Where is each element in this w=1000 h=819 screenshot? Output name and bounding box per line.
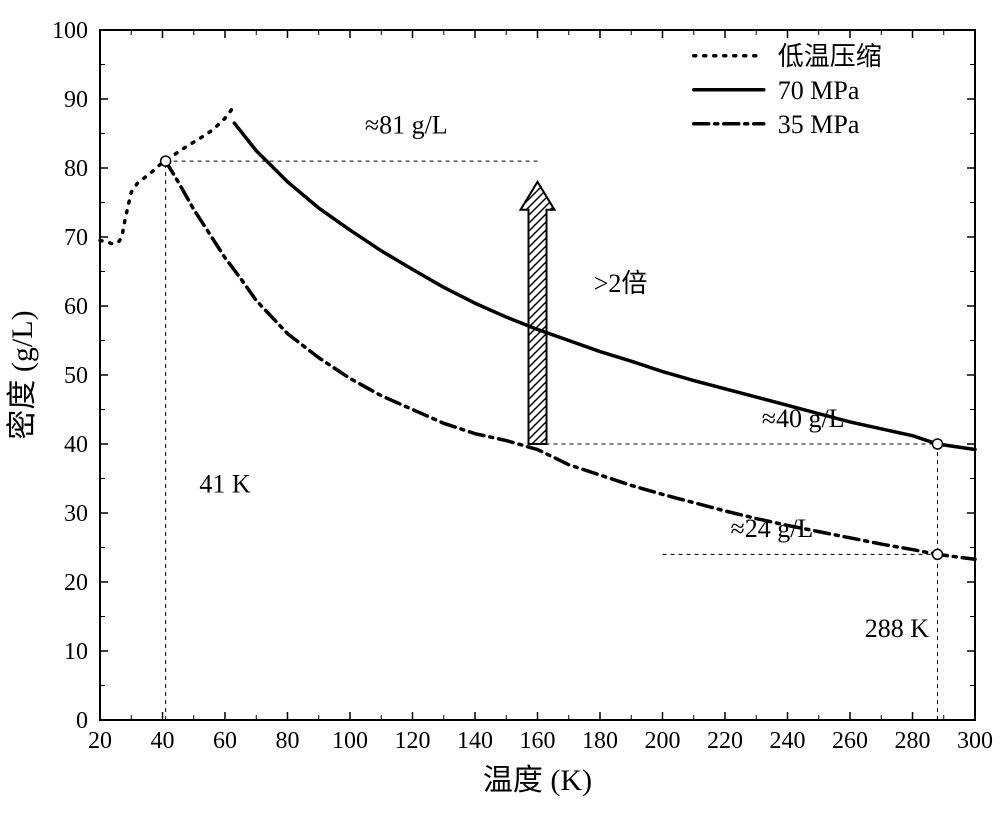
x-tick-label: 160 <box>520 728 556 754</box>
y-tick-label: 90 <box>64 87 88 113</box>
data-point-marker <box>933 549 943 559</box>
x-tick-label: 180 <box>582 728 618 754</box>
series-cryocomp <box>100 106 234 244</box>
y-tick-label: 40 <box>64 432 88 458</box>
y-tick-label: 30 <box>64 501 88 527</box>
y-axis-title: 密度 (g/L) <box>6 310 39 439</box>
y-tick-label: 10 <box>64 639 88 665</box>
comparison-arrow <box>521 182 555 444</box>
x-tick-label: 240 <box>770 728 806 754</box>
x-tick-label: 80 <box>276 728 300 754</box>
legend-label: 35 MPa <box>778 110 860 139</box>
y-tick-label: 80 <box>64 156 88 182</box>
x-tick-label: 200 <box>645 728 681 754</box>
x-tick-label: 260 <box>832 728 868 754</box>
annotation-text: ≈24 g/L <box>730 514 813 543</box>
y-tick-label: 0 <box>76 708 88 734</box>
legend-label: 70 MPa <box>778 76 860 105</box>
x-tick-label: 280 <box>895 728 931 754</box>
annotation-text: 288 K <box>865 614 930 643</box>
y-tick-label: 60 <box>64 294 88 320</box>
x-tick-label: 100 <box>332 728 368 754</box>
data-point-marker <box>933 439 943 449</box>
chart-container: 2040608010012014016018020022024026028030… <box>0 0 1000 819</box>
annotation-text: 41 K <box>199 469 251 498</box>
x-tick-label: 20 <box>88 728 112 754</box>
density-vs-temperature-chart: 2040608010012014016018020022024026028030… <box>0 0 1000 819</box>
x-tick-label: 120 <box>395 728 431 754</box>
legend-label: 低温压缩 <box>778 42 882 71</box>
series-mpa35 <box>166 161 975 559</box>
x-tick-label: 140 <box>457 728 493 754</box>
annotation-text: ≈81 g/L <box>365 111 448 140</box>
annotation-text: ≈40 g/L <box>762 404 845 433</box>
data-point-marker <box>161 156 171 166</box>
annotation-text: >2倍 <box>594 269 648 298</box>
x-tick-label: 60 <box>213 728 237 754</box>
y-tick-label: 50 <box>64 363 88 389</box>
y-tick-label: 20 <box>64 570 88 596</box>
y-tick-label: 70 <box>64 225 88 251</box>
x-axis-title: 温度 (K) <box>483 764 592 797</box>
x-tick-label: 40 <box>151 728 175 754</box>
x-tick-label: 220 <box>707 728 743 754</box>
y-tick-label: 100 <box>52 18 88 44</box>
x-tick-label: 300 <box>957 728 993 754</box>
